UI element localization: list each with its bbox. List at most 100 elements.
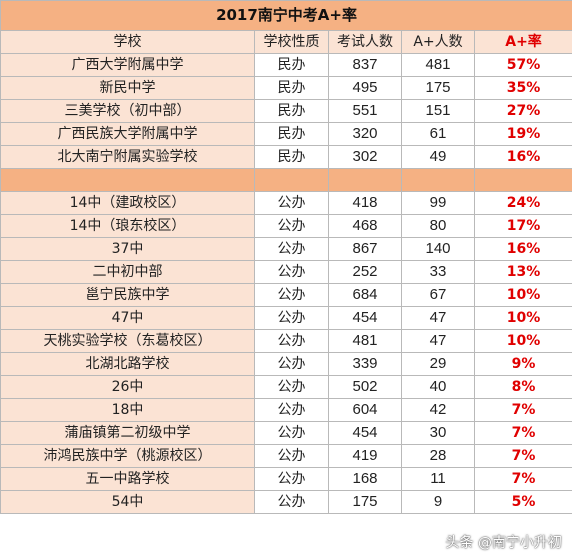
a-plus-rate: 5% [473, 490, 572, 514]
a-plus-count: 30 [401, 421, 475, 445]
a-plus-count: 47 [401, 329, 475, 353]
a-plus-rate: 13% [473, 260, 572, 284]
school-name: 37中 [0, 237, 255, 261]
a-plus-count: 99 [401, 191, 475, 215]
examinee-count: 684 [328, 283, 402, 307]
a-plus-count: 47 [401, 306, 475, 330]
school-name: 邕宁民族中学 [0, 283, 255, 307]
a-plus-rate: 27% [473, 99, 572, 123]
examinee-count: 867 [328, 237, 402, 261]
a-plus-rate: 7% [473, 421, 572, 445]
table-row: 广西大学附属中学 民办 837 481 57% [0, 53, 572, 77]
school-name: 五一中路学校 [0, 467, 255, 491]
examinee-count: 419 [328, 444, 402, 468]
table-row: 沛鸿民族中学（桃源校区） 公办 419 28 7% [0, 444, 572, 468]
table-title: 2017南宁中考A+率 [0, 0, 572, 31]
school-type: 公办 [254, 421, 329, 445]
table-row: 37中 公办 867 140 16% [0, 237, 572, 261]
a-plus-rate: 9% [473, 352, 572, 376]
a-plus-count: 151 [401, 99, 475, 123]
table-row: 蒲庙镇第二初级中学 公办 454 30 7% [0, 421, 572, 445]
a-plus-count: 40 [401, 375, 475, 399]
school-type: 公办 [254, 398, 329, 422]
school-type: 公办 [254, 260, 329, 284]
school-type: 公办 [254, 490, 329, 514]
examinee-count: 302 [328, 145, 402, 169]
school-type: 公办 [254, 191, 329, 215]
header-a-plus-count: A+人数 [401, 30, 475, 54]
examinee-count: 468 [328, 214, 402, 238]
a-plus-count: 481 [401, 53, 475, 77]
school-name: 14中（建政校区） [0, 191, 255, 215]
examinee-count: 502 [328, 375, 402, 399]
table-row: 47中 公办 454 47 10% [0, 306, 572, 330]
separator-cell [473, 168, 572, 192]
table-row: 北大南宁附属实验学校 民办 302 49 16% [0, 145, 572, 169]
examinee-count: 551 [328, 99, 402, 123]
examinee-count: 175 [328, 490, 402, 514]
school-name: 北大南宁附属实验学校 [0, 145, 255, 169]
a-plus-count: 42 [401, 398, 475, 422]
school-name: 54中 [0, 490, 255, 514]
table-row: 北湖北路学校 公办 339 29 9% [0, 352, 572, 376]
school-name: 天桃实验学校（东葛校区） [0, 329, 255, 353]
school-name: 广西大学附属中学 [0, 53, 255, 77]
results-table: 2017南宁中考A+率 学校 学校性质 考试人数 A+人数 A+率 广西大学附属… [0, 0, 572, 514]
school-type: 民办 [254, 53, 329, 77]
school-name: 18中 [0, 398, 255, 422]
school-name: 二中初中部 [0, 260, 255, 284]
separator-cell [0, 168, 255, 192]
a-plus-rate: 8% [473, 375, 572, 399]
school-name: 北湖北路学校 [0, 352, 255, 376]
examinee-count: 252 [328, 260, 402, 284]
a-plus-count: 80 [401, 214, 475, 238]
separator-cell [328, 168, 402, 192]
a-plus-count: 9 [401, 490, 475, 514]
a-plus-count: 33 [401, 260, 475, 284]
a-plus-rate: 10% [473, 306, 572, 330]
separator-row [0, 168, 572, 192]
header-row: 学校 学校性质 考试人数 A+人数 A+率 [0, 30, 572, 54]
school-name: 蒲庙镇第二初级中学 [0, 421, 255, 445]
school-type: 公办 [254, 214, 329, 238]
examinee-count: 837 [328, 53, 402, 77]
school-name: 三美学校（初中部） [0, 99, 255, 123]
table-row: 三美学校（初中部） 民办 551 151 27% [0, 99, 572, 123]
examinee-count: 495 [328, 76, 402, 100]
a-plus-count: 175 [401, 76, 475, 100]
examinee-count: 320 [328, 122, 402, 146]
a-plus-rate: 24% [473, 191, 572, 215]
a-plus-rate: 17% [473, 214, 572, 238]
table-row: 五一中路学校 公办 168 11 7% [0, 467, 572, 491]
school-name: 26中 [0, 375, 255, 399]
school-name: 14中（琅东校区） [0, 214, 255, 238]
a-plus-count: 11 [401, 467, 475, 491]
a-plus-count: 28 [401, 444, 475, 468]
school-type: 公办 [254, 444, 329, 468]
a-plus-rate: 10% [473, 329, 572, 353]
examinee-count: 339 [328, 352, 402, 376]
a-plus-rate: 7% [473, 444, 572, 468]
watermark-text: 头条 @南宁小升初 [445, 535, 562, 551]
a-plus-rate: 7% [473, 467, 572, 491]
school-type: 公办 [254, 283, 329, 307]
school-type: 公办 [254, 329, 329, 353]
school-type: 民办 [254, 145, 329, 169]
table-row: 新民中学 民办 495 175 35% [0, 76, 572, 100]
header-school: 学校 [0, 30, 255, 54]
school-type: 公办 [254, 375, 329, 399]
a-plus-count: 61 [401, 122, 475, 146]
watermark: 头条 @南宁小升初 [446, 532, 562, 552]
header-type: 学校性质 [254, 30, 329, 54]
table-row: 14中（琅东校区） 公办 468 80 17% [0, 214, 572, 238]
a-plus-count: 140 [401, 237, 475, 261]
school-type: 民办 [254, 122, 329, 146]
table-row: 14中（建政校区） 公办 418 99 24% [0, 191, 572, 215]
a-plus-count: 29 [401, 352, 475, 376]
header-examinees: 考试人数 [328, 30, 402, 54]
a-plus-count: 49 [401, 145, 475, 169]
a-plus-count: 67 [401, 283, 475, 307]
school-name: 新民中学 [0, 76, 255, 100]
a-plus-rate: 16% [473, 237, 572, 261]
examinee-count: 168 [328, 467, 402, 491]
